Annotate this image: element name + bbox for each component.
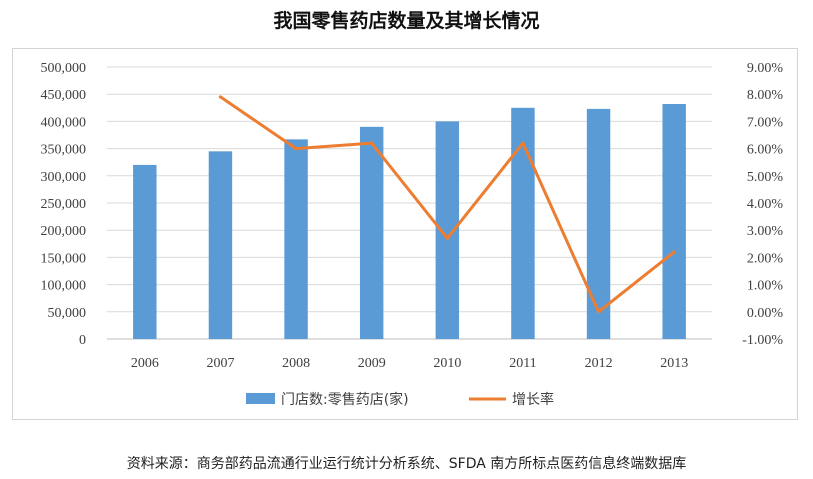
y-left-tick-label: 250,000 [41, 197, 87, 212]
y-left-tick-label: 500,000 [41, 61, 87, 76]
y-right-tick-label: -1.00% [742, 333, 783, 348]
growth-rate-point [445, 236, 449, 240]
bar [435, 121, 460, 340]
bar [359, 126, 384, 339]
bar [284, 139, 308, 339]
growth-rate-point [521, 141, 525, 145]
legend-label-bar: 门店数:零售药店(家) [281, 391, 409, 408]
growth-rate-point [672, 250, 676, 254]
y-right-tick-label: 5.00% [747, 170, 784, 185]
growth-rate-point [596, 310, 601, 314]
y-right-tick-label: 1.00% [747, 279, 784, 294]
y-left-tick-label: 50,000 [48, 306, 87, 321]
bar [662, 103, 686, 339]
bar [511, 107, 535, 339]
y-right-tick-label: 9.00% [747, 61, 784, 76]
y-right-tick-label: 4.00% [747, 197, 784, 212]
x-tick-label: 2007 [206, 356, 234, 371]
x-tick-label: 2012 [585, 356, 613, 371]
y-left-tick-label: 450,000 [41, 88, 87, 103]
x-tick-label: 2009 [358, 356, 386, 371]
y-left-tick-label: 200,000 [41, 224, 87, 239]
chart-frame [12, 48, 798, 420]
growth-rate-point [294, 147, 298, 151]
y-right-tick-label: 0.00% [747, 306, 784, 321]
y-left-tick-label: 350,000 [41, 143, 87, 158]
x-tick-label: 2008 [282, 356, 310, 371]
bar [133, 164, 157, 339]
legend-swatch-bar [246, 393, 275, 404]
y-right-tick-label: 2.00% [747, 251, 784, 266]
growth-rate-point [218, 95, 223, 99]
source-note: 资料来源：商务部药品流通行业运行统计分析系统、SFDA 南方所标点医药信息终端数… [126, 456, 687, 472]
y-right-tick-label: 8.00% [747, 88, 784, 103]
growth-rate-point [370, 141, 374, 145]
x-tick-label: 2013 [660, 356, 688, 371]
y-left-tick-label: 100,000 [41, 279, 87, 294]
y-right-tick-label: 3.00% [747, 224, 784, 239]
x-tick-label: 2010 [433, 356, 461, 371]
chart-title: 我国零售药店数量及其增长情况 [273, 10, 540, 32]
x-tick-label: 2011 [509, 356, 536, 371]
legend-label-line: 增长率 [512, 391, 554, 408]
y-right-tick-label: 6.00% [747, 143, 784, 158]
bar [208, 151, 233, 339]
y-right-tick-label: 7.00% [747, 115, 784, 130]
y-left-tick-label: 150,000 [41, 251, 87, 266]
y-left-tick-label: 400,000 [41, 115, 87, 130]
y-left-tick-label: 300,000 [41, 170, 87, 185]
bar [586, 108, 611, 339]
x-tick-label: 2006 [131, 356, 159, 371]
y-left-tick-label: 0 [79, 333, 86, 348]
